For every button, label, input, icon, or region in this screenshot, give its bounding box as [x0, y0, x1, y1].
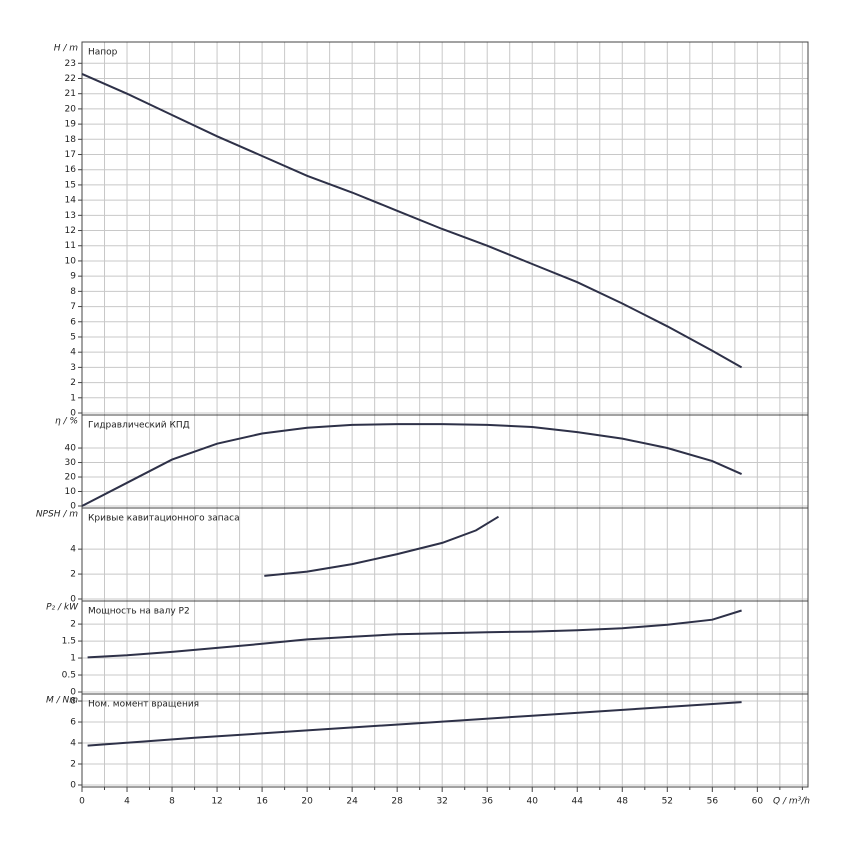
- x-axis-label: Q / m³/h: [773, 797, 810, 807]
- y-tick-label: 0: [70, 688, 76, 698]
- panel-title: Гидравлический КПД: [88, 421, 190, 431]
- x-tick-label: 16: [256, 797, 268, 807]
- x-tick-label: 28: [391, 797, 403, 807]
- y-tick-label: 4: [70, 739, 76, 749]
- y-tick-label: 8: [70, 287, 76, 297]
- y-tick-label: 14: [65, 196, 77, 206]
- y-tick-label: 17: [65, 150, 76, 160]
- y-tick-label: 4: [70, 545, 76, 555]
- y-tick-label: 10: [65, 256, 77, 266]
- y-tick-label: 2: [70, 378, 76, 388]
- y-tick-label: 1.5: [62, 637, 76, 647]
- y-axis-label: NPSH / m: [36, 510, 78, 520]
- y-tick-label: 6: [70, 317, 76, 327]
- x-tick-label: 52: [662, 797, 673, 807]
- x-tick-label: 20: [301, 797, 313, 807]
- x-tick-label: 12: [211, 797, 222, 807]
- y-tick-label: 2: [70, 760, 76, 770]
- x-tick-label: 60: [752, 797, 764, 807]
- y-tick-label: 23: [65, 59, 76, 69]
- y-tick-label: 0.5: [62, 671, 76, 681]
- y-tick-label: 21: [65, 89, 76, 99]
- curve: [87, 701, 742, 747]
- y-tick-label: 9: [70, 272, 76, 282]
- panel-frame: [81, 41, 809, 416]
- y-axis-label: η / %: [55, 417, 78, 427]
- y-tick-label: 19: [65, 120, 77, 130]
- panel-title: Мощность на валу P2: [88, 607, 190, 617]
- panel-title: Кривые кавитационного запаса: [88, 514, 240, 524]
- y-tick-label: 8: [70, 697, 76, 707]
- panel-frame: [81, 600, 809, 695]
- y-tick-label: 40: [65, 444, 77, 454]
- y-tick-label: 16: [65, 165, 77, 175]
- y-tick-label: 13: [65, 211, 76, 221]
- x-tick-label: 40: [527, 797, 539, 807]
- y-tick-label: 20: [65, 104, 77, 114]
- y-tick-label: 0: [70, 781, 76, 791]
- panel-title: Ном. момент вращения: [88, 700, 199, 710]
- y-tick-label: 5: [70, 332, 76, 342]
- panel-frame: [81, 693, 809, 788]
- panel-frame: [81, 414, 809, 509]
- y-tick-label: 2: [70, 570, 76, 580]
- y-tick-label: 2: [70, 620, 76, 630]
- y-axis-label: M / Nm: [46, 696, 78, 706]
- y-tick-label: 0: [70, 409, 76, 419]
- x-tick-label: 48: [617, 797, 629, 807]
- y-tick-label: 15: [65, 180, 76, 190]
- curve: [81, 72, 743, 369]
- x-tick-label: 8: [169, 797, 175, 807]
- y-tick-label: 22: [65, 74, 76, 84]
- y-tick-label: 0: [70, 502, 76, 512]
- y-tick-label: 4: [70, 348, 76, 358]
- y-tick-label: 0: [70, 595, 76, 605]
- x-tick-label: 0: [79, 797, 85, 807]
- y-tick-label: 1: [70, 393, 76, 403]
- x-tick-label: 44: [572, 797, 584, 807]
- y-tick-label: 3: [70, 363, 76, 373]
- x-tick-label: 24: [346, 797, 358, 807]
- y-tick-label: 12: [65, 226, 76, 236]
- x-tick-label: 32: [436, 797, 447, 807]
- curve: [81, 423, 743, 507]
- y-axis-label: H / m: [54, 44, 79, 54]
- y-tick-label: 30: [65, 458, 77, 468]
- x-tick-label: 56: [707, 797, 719, 807]
- y-tick-label: 6: [70, 718, 76, 728]
- y-tick-label: 1: [70, 654, 76, 664]
- curve: [264, 515, 500, 577]
- y-tick-label: 10: [65, 487, 77, 497]
- x-tick-label: 4: [124, 797, 130, 807]
- y-tick-label: 11: [65, 241, 76, 251]
- y-tick-label: 18: [65, 135, 77, 145]
- y-axis-label: P₂ / kW: [46, 603, 79, 613]
- y-tick-label: 7: [70, 302, 76, 312]
- curve: [87, 609, 742, 659]
- x-tick-label: 36: [481, 797, 493, 807]
- panel-title: Напор: [88, 48, 118, 58]
- y-tick-label: 20: [65, 473, 77, 483]
